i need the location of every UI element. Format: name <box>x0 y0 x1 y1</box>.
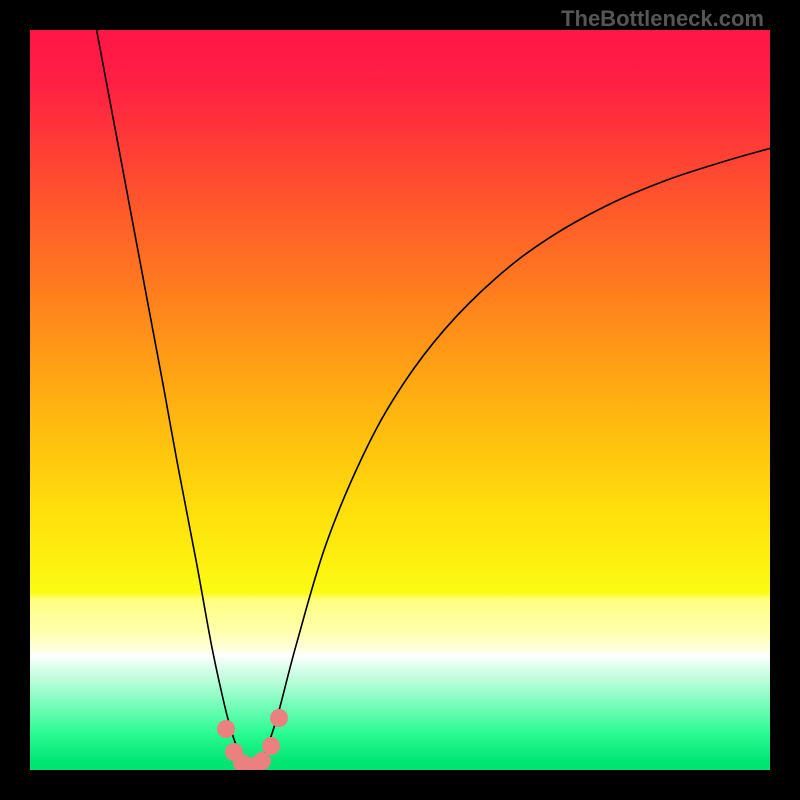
valley-dot <box>262 737 280 755</box>
chart-frame <box>30 30 770 770</box>
valley-dots <box>30 30 770 770</box>
plot-area <box>30 30 770 770</box>
valley-dot <box>270 709 288 727</box>
valley-dot <box>217 720 235 738</box>
watermark-text: TheBottleneck.com <box>561 6 764 32</box>
